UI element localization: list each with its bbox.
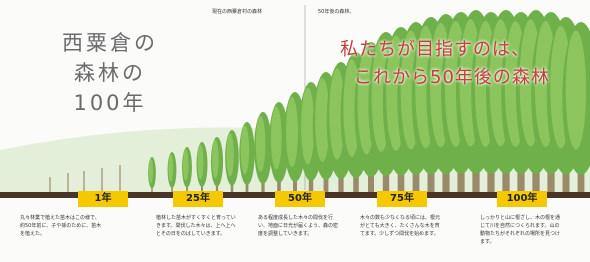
- year-badge: 100年: [497, 191, 547, 207]
- title: 西粟倉の 森林の 100年: [40, 28, 180, 118]
- year-badge: 1年: [78, 191, 128, 207]
- title-line: 100年: [40, 88, 180, 118]
- title-line: 西粟倉の: [40, 28, 180, 58]
- label-now: 現在の西粟倉村の森林: [212, 8, 262, 15]
- year-text: 植林した苗木がすくすくと育っていきます。間伐した木々は、上へ上へとその日をのばし…: [156, 214, 240, 238]
- year-text: ある程度成長した木々の間伐を行い、地面に日光が届くよう、森の密度を調整していきま…: [258, 214, 342, 238]
- year-text: 丸々林業で植えた苗木はこの様で、約50年前に、子や孫のために、苗木を植えた。: [20, 214, 104, 238]
- goal: 私たちが目指すのは、 これから50年後の森林: [340, 36, 580, 92]
- label-future: 50年後の森林。: [318, 8, 354, 15]
- goal-line: 私たちが目指すのは、: [340, 36, 580, 64]
- year-text: しっかりと山に根ざし、木の根を通じて川を自然につくられます。山の動物たちがそれぞ…: [480, 214, 564, 246]
- year-badge: 25年: [173, 191, 223, 207]
- year-badge: 50年: [275, 191, 325, 207]
- infographic: 西粟倉の 森林の 100年 現在の西粟倉村の森林 50年後の森林。 私たちが目指…: [0, 0, 590, 262]
- goal-line: これから50年後の森林: [340, 64, 580, 92]
- year-badge: 75年: [377, 191, 427, 207]
- year-text: 木々の数も少なくなる頃には、根元がとても大きく、たくさんな木を育てます。少しずつ…: [360, 214, 444, 238]
- title-line: 森林の: [40, 58, 180, 88]
